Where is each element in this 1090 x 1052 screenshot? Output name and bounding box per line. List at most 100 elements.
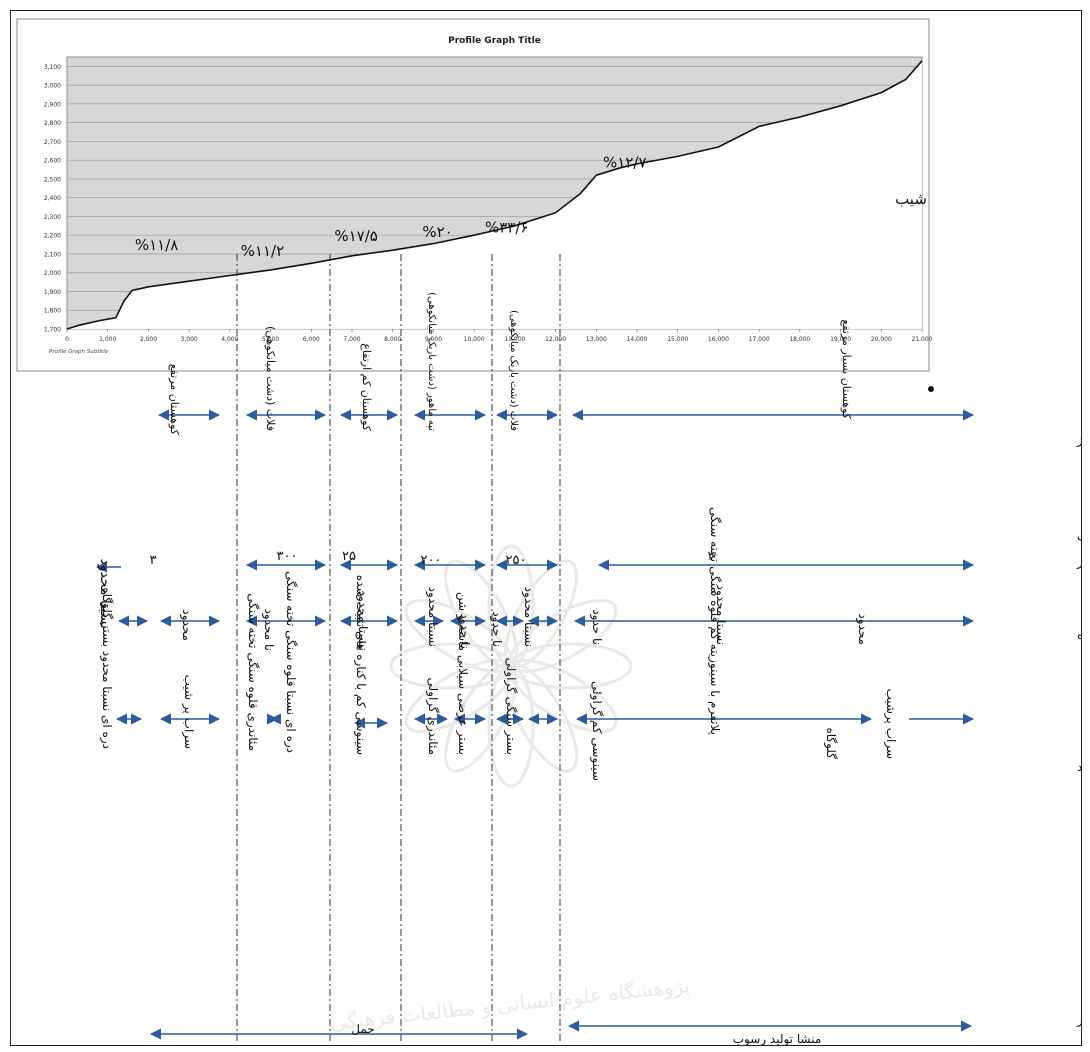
row-label-width: پهنای دره به متر xyxy=(1076,555,1081,570)
style-label: سراب پرشیب xyxy=(883,688,898,759)
slope-label: %۲۰ xyxy=(422,223,452,241)
y-tick-label: 3,000 xyxy=(44,83,61,90)
position-label: نا حدود xyxy=(489,611,504,647)
style-label: بستر سنگی گراولی xyxy=(503,658,518,755)
style-label: سینوسی کم گراولی xyxy=(589,681,604,781)
position-label: نسبتا محدود xyxy=(521,587,536,647)
landform-label: کوهستان مرتفع xyxy=(168,364,181,436)
y-tick-label: 2,700 xyxy=(44,139,61,146)
width-value: ۳ xyxy=(150,553,157,568)
slope-label: %۱۱/۲ xyxy=(241,242,284,260)
y-tick-label: 2,900 xyxy=(44,101,61,108)
x-tick-label: 1,000 xyxy=(99,336,116,343)
row-label-position: موقعیت دره xyxy=(1077,628,1081,643)
row-label-process: ون فرایندهای حال حاضر xyxy=(1076,1013,1081,1028)
style-label: دره ای نسبتا قلوه سنگی تخته سنگی xyxy=(283,571,298,753)
position-label: نا حدود xyxy=(589,609,604,645)
watermark-petal xyxy=(487,544,535,668)
x-tick-label: 10,000 xyxy=(464,336,485,343)
geomorphology-diagram: Profile Graph Title 1,700 1,800 1,900 2,000 2… xyxy=(16,18,1081,1045)
y-tick-label: 2,300 xyxy=(44,214,61,221)
slope-label: %۱۲/۷ xyxy=(603,154,646,172)
style-label: سینوسی کم با کناره های تثبیت شده xyxy=(353,575,368,755)
position-label: نسبتا محدود xyxy=(355,591,370,651)
watermark-petal xyxy=(503,559,579,669)
x-tick-label: 21,000 xyxy=(912,336,933,343)
x-tick-label: 4,000 xyxy=(221,336,238,343)
style-label: بستر عرضی سیلابی ماسه و شن xyxy=(455,592,470,755)
y-tick-label: 2,000 xyxy=(44,270,61,277)
x-tick-label: 2,000 xyxy=(140,336,157,343)
watermark-petal xyxy=(404,598,514,674)
x-tick-label: 19,000 xyxy=(830,336,851,343)
y-tick-label: 2,100 xyxy=(44,251,61,258)
x-tick-label: 9,000 xyxy=(425,336,442,343)
y-tick-label: 2,800 xyxy=(44,120,61,127)
x-tick-label: 12,000 xyxy=(545,336,566,343)
x-tick-label: 17,000 xyxy=(749,336,770,343)
diagram-frame: Profile Graph Title 1,700 1,800 1,900 2,000 2… xyxy=(10,10,1082,1046)
y-tick-label: 2,400 xyxy=(44,195,61,202)
y-tick-label: 2,200 xyxy=(44,233,61,240)
x-tick-label: 7,000 xyxy=(343,336,360,343)
slope-side-label: شیب xyxy=(895,190,927,208)
position-label: نسبتا محدود xyxy=(713,585,728,645)
x-tick-label: 3,000 xyxy=(181,336,198,343)
chart-title: Profile Graph Title xyxy=(448,36,541,46)
x-tick-label: 8,000 xyxy=(384,336,401,343)
style-label: دره ای نسبتا محدود بستر گلوگاه xyxy=(99,587,114,749)
landform-label: کوهستان بسیار مرتفع xyxy=(840,319,853,419)
style-label: سراب پر شیب xyxy=(181,675,196,749)
width-value: ۲۰۰ xyxy=(421,553,442,568)
chart-subtitle: Profile Graph Subtitle xyxy=(49,349,109,355)
y-tick-label: 2,500 xyxy=(44,176,61,183)
y-tick-label: 3,100 xyxy=(44,64,61,71)
x-tick-label: 18,000 xyxy=(789,336,810,343)
profile-area xyxy=(67,60,922,330)
landform-label: فلات (دشت باریک میانکوهی) xyxy=(508,310,519,431)
watermark-petal xyxy=(487,664,535,788)
watermark-petal xyxy=(443,663,519,773)
x-tick-label: 20,000 xyxy=(871,336,892,343)
x-tick-label: 5,000 xyxy=(262,336,279,343)
process-transport-label: حمل xyxy=(351,1022,374,1036)
x-tick-label: 6,000 xyxy=(303,336,320,343)
row-label-landform: واحد چشم انداز xyxy=(1076,433,1081,448)
y-tick-label: 1,700 xyxy=(44,327,61,334)
slope-label: %۳۳/۶ xyxy=(485,218,528,236)
landform-label: کوهستان کم ارتفاع xyxy=(360,343,373,432)
x-tick-label: 11,000 xyxy=(504,336,525,343)
marker-dot xyxy=(928,386,934,392)
width-value: ۲۵ xyxy=(342,549,356,564)
row-label-schematic: نمایش شماتیک xyxy=(1077,529,1081,544)
slope-label: %۱۱/۸ xyxy=(135,236,178,254)
style-label: مئاندری قلوه سنگی تخته سنگی xyxy=(245,593,260,751)
x-tick-label: 16,000 xyxy=(708,336,729,343)
watermark-petal xyxy=(508,598,618,674)
watermark-petal xyxy=(389,642,513,690)
x-tick-label: 13,000 xyxy=(586,336,607,343)
x-tick-label: 14,000 xyxy=(627,336,648,343)
width-value: ۲ xyxy=(708,549,715,564)
position-label: محدود xyxy=(855,613,870,645)
style-label: مئاندری گراولی xyxy=(425,678,440,755)
style-label: پلاتفرم با سینوزیته کم قلوه سنگی تخته سن… xyxy=(707,507,722,735)
width-value: ۳۰۰ xyxy=(277,549,298,564)
y-tick-label: 1,900 xyxy=(44,289,61,296)
x-tick-label: 15,000 xyxy=(667,336,688,343)
slope-label: %۱۷/۵ xyxy=(334,227,377,245)
row-label-style: استیل رود xyxy=(1077,760,1081,775)
position-label: نسبتا محدود xyxy=(97,559,113,629)
watermark-petal xyxy=(508,658,618,734)
style-label: گلوگاه xyxy=(823,727,838,759)
watermark-petal xyxy=(509,642,633,690)
position-label: نا محدود xyxy=(261,609,276,651)
y-tick-label: 1,800 xyxy=(44,308,61,315)
position-label: نا حدود xyxy=(457,613,472,649)
y-tick-label: 2,600 xyxy=(44,158,61,165)
watermark-petal xyxy=(404,658,514,734)
width-value: ۲۵۰ xyxy=(506,553,527,568)
x-tick-label: 0 xyxy=(65,336,69,343)
watermark-petal xyxy=(503,663,579,773)
watermark: پژوهشگاه علوم انسانی و مطالعات فرهنگی xyxy=(329,544,691,1036)
